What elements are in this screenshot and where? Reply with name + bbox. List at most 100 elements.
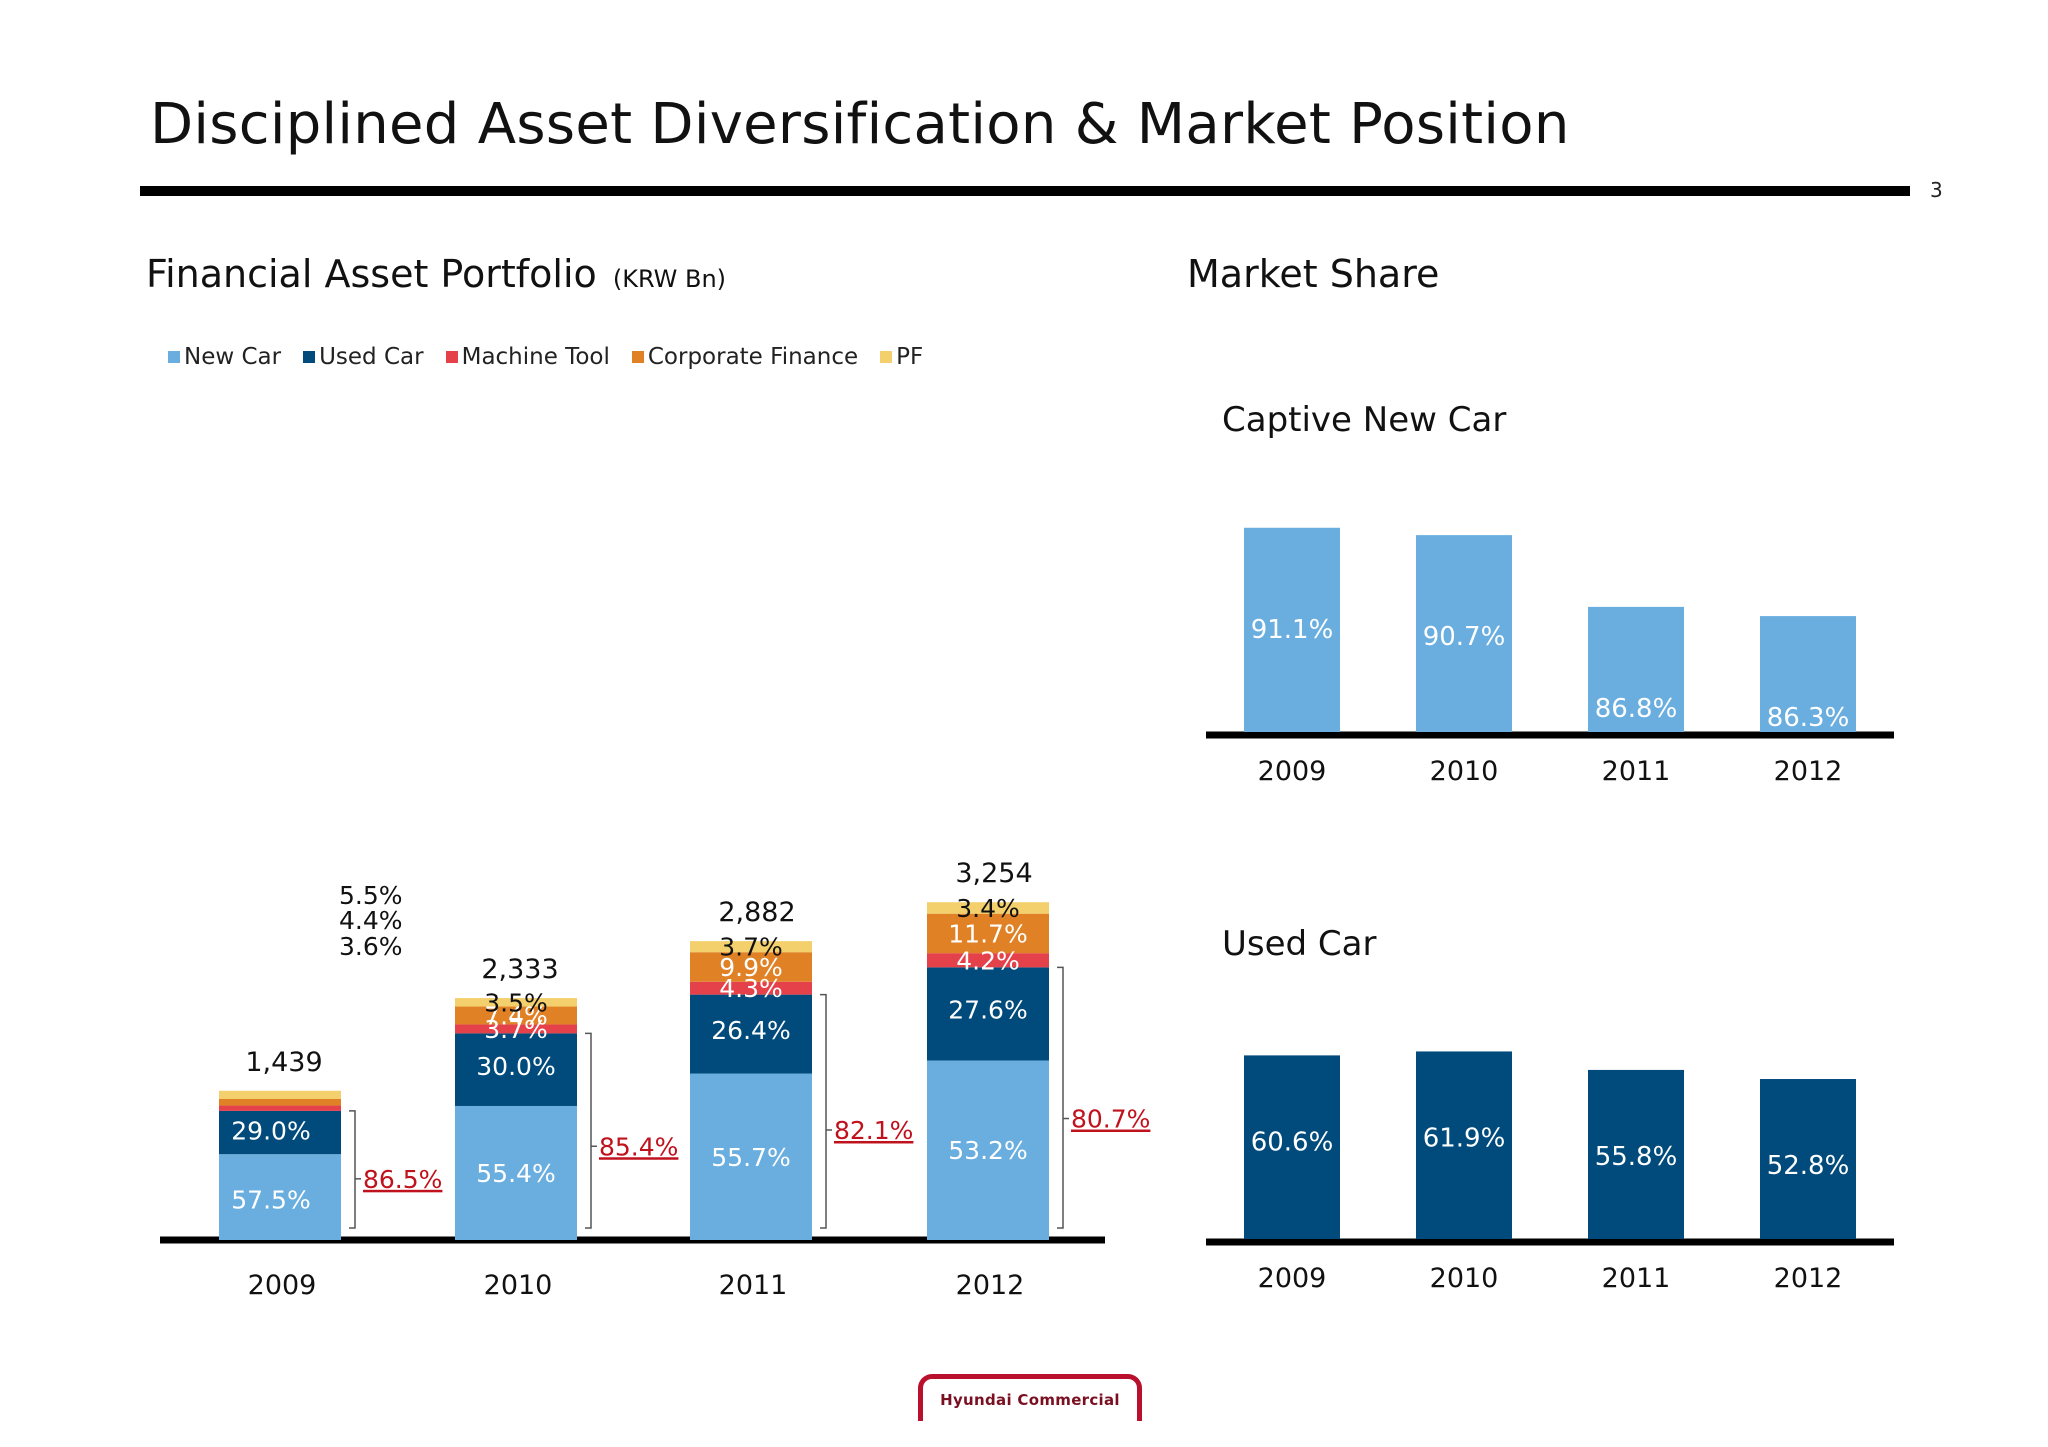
segment-label: 3.6% — [339, 932, 403, 961]
legend-swatch-machine-tool — [445, 351, 458, 363]
market-share-bar-captive-new-car-2011 — [1588, 606, 1684, 732]
bar-segment-pf-2009 — [219, 1090, 341, 1099]
bar-segment-new-car-2011 — [690, 1073, 812, 1240]
legend-label: Corporate Finance — [647, 344, 859, 370]
segment-label: 26.4% — [711, 1016, 790, 1045]
legend-item-used-car: Used Car — [303, 344, 424, 370]
company-logo: Hyundai Commercial — [918, 1374, 1142, 1421]
bar-segment-machine-tool-2012 — [927, 953, 1049, 968]
bar-total-label: 1,439 — [245, 1047, 322, 1078]
legend-swatch-new-car — [168, 351, 180, 363]
segment-label: 4.4% — [339, 906, 403, 935]
legend-item-corporate-finance: Corporate Finance — [631, 344, 859, 370]
bar-segment-corporate-finance-2011 — [690, 952, 812, 982]
portfolio-unit: (KRW Bn) — [612, 265, 727, 293]
legend-label: Machine Tool — [461, 344, 610, 370]
legend-label: PF — [896, 344, 924, 370]
bracket-label: 82.1% — [834, 1116, 913, 1145]
market-share-bar-used-car-2011 — [1588, 1069, 1684, 1239]
bar-value-label: 55.8% — [1595, 1142, 1678, 1172]
page-number: 3 — [1930, 178, 1943, 202]
bracket-label: 86.5% — [363, 1165, 442, 1194]
segment-label: 55.4% — [476, 1159, 555, 1188]
legend-item-new-car: New Car — [168, 344, 281, 370]
bar-value-label: 60.6% — [1251, 1127, 1334, 1157]
legend-item-pf: PF — [880, 344, 923, 370]
legend-label: Used Car — [319, 344, 424, 370]
bar-value-label: 91.1% — [1251, 615, 1334, 645]
segment-label: 27.6% — [948, 995, 1027, 1024]
x-tick-label: 2009 — [1258, 1263, 1327, 1294]
segment-label: 9.9% — [719, 953, 783, 982]
market-share-bar-used-car-2010 — [1416, 1051, 1512, 1239]
page-title: Disciplined Asset Diversification & Mark… — [150, 92, 1570, 157]
bar-segment-machine-tool-2010 — [455, 1024, 577, 1034]
segment-label: 4.3% — [719, 974, 783, 1003]
bar-segment-used-car-2012 — [927, 967, 1049, 1061]
legend-swatch-pf — [880, 351, 893, 363]
market-share-bar-captive-new-car-2012 — [1760, 616, 1856, 732]
bar-value-label: 90.7% — [1423, 622, 1506, 652]
used-car-title: Used Car — [1222, 924, 1377, 964]
bar-segment-used-car-2009 — [219, 1110, 341, 1155]
bar-total-label: 3,254 — [955, 858, 1032, 889]
segment-label: 7.4% — [484, 1001, 548, 1030]
bar-segment-pf-2010 — [455, 998, 577, 1007]
x-tick-label: 2012 — [1774, 1263, 1843, 1294]
market-share-bar-used-car-2012 — [1760, 1079, 1856, 1239]
market-share-title: Market Share — [1187, 252, 1440, 296]
x-tick-label: 2010 — [484, 1270, 553, 1301]
segment-label: 57.5% — [231, 1186, 310, 1215]
bar-segment-pf-2011 — [690, 941, 812, 953]
x-tick-label: 2012 — [956, 1270, 1025, 1301]
x-tick-label: 2010 — [1430, 1263, 1499, 1294]
bar-segment-corporate-finance-2012 — [927, 913, 1049, 954]
x-tick-label: 2009 — [1258, 756, 1327, 787]
bar-segment-corporate-finance-2009 — [219, 1098, 341, 1106]
legend-swatch-used-car — [303, 351, 316, 363]
segment-label: 55.7% — [711, 1143, 790, 1172]
bar-segment-machine-tool-2011 — [690, 981, 812, 995]
segment-label: 3.7% — [484, 1015, 548, 1044]
bar-total-label: 2,333 — [481, 954, 558, 985]
bar-segment-new-car-2009 — [219, 1154, 341, 1240]
bar-segment-machine-tool-2009 — [219, 1105, 341, 1111]
bar-segment-new-car-2010 — [455, 1105, 577, 1240]
bar-segment-corporate-finance-2010 — [455, 1006, 577, 1025]
portfolio-title: Financial Asset Portfolio (KRW Bn) — [146, 252, 726, 296]
bracket-label: 85.4% — [599, 1132, 678, 1161]
segment-label: 3.4% — [956, 894, 1020, 923]
x-tick-label: 2009 — [248, 1270, 317, 1301]
bar-value-label: 86.3% — [1767, 703, 1850, 733]
segment-label: 3.7% — [719, 933, 783, 962]
x-tick-label: 2011 — [719, 1270, 788, 1301]
market-share-bar-captive-new-car-2009 — [1244, 527, 1340, 732]
x-tick-label: 2012 — [1774, 756, 1843, 787]
bar-segment-used-car-2011 — [690, 994, 812, 1074]
segment-label: 11.7% — [948, 919, 1027, 948]
bar-value-label: 61.9% — [1423, 1123, 1506, 1153]
bar-segment-new-car-2012 — [927, 1060, 1049, 1240]
legend-swatch-corporate-finance — [631, 351, 644, 363]
bracket-line — [1057, 966, 1064, 1229]
bracket-line — [349, 1110, 356, 1229]
legend-item-machine-tool: Machine Tool — [445, 344, 610, 370]
captive-new-car-title: Captive New Car — [1222, 400, 1507, 440]
bar-value-label: 52.8% — [1767, 1151, 1850, 1181]
segment-label: 5.5% — [339, 881, 403, 910]
legend-label: New Car — [184, 344, 282, 370]
market-share-bar-used-car-2009 — [1244, 1055, 1340, 1239]
segment-label: 4.2% — [956, 946, 1020, 975]
bar-total-label: 2,882 — [718, 897, 795, 928]
segment-label: 3.5% — [484, 988, 548, 1017]
bar-segment-used-car-2010 — [455, 1033, 577, 1106]
x-tick-label: 2011 — [1602, 756, 1671, 787]
market-share-bar-captive-new-car-2010 — [1416, 535, 1512, 732]
bracket-line — [820, 993, 827, 1229]
bracket-line — [585, 1032, 592, 1229]
x-tick-label: 2010 — [1430, 756, 1499, 787]
title-rule — [140, 186, 1910, 196]
segment-label: 29.0% — [231, 1116, 310, 1145]
chart-legend: New Car Used Car Machine Tool Corporate … — [168, 344, 923, 370]
